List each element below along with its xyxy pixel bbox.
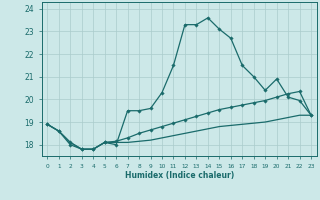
X-axis label: Humidex (Indice chaleur): Humidex (Indice chaleur): [124, 171, 234, 180]
